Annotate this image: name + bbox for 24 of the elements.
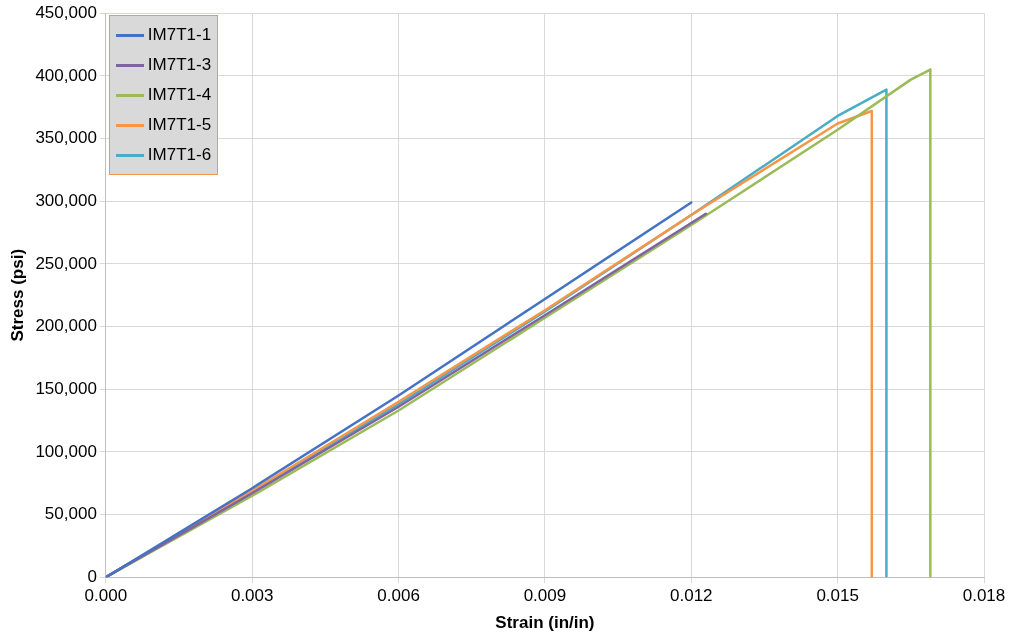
y-tick-label: 250,000 — [35, 253, 97, 273]
x-tick-label: 0.012 — [670, 586, 713, 606]
x-axis-title: Strain (in/in) — [495, 613, 595, 633]
y-axis-title: Stress (psi) — [7, 248, 27, 342]
y-tick-label: 200,000 — [35, 316, 97, 336]
y-tick-label: 0 — [87, 566, 97, 586]
y-tick-label: 400,000 — [35, 65, 97, 85]
y-tick-label: 100,000 — [35, 441, 97, 461]
legend-label: IM7T1-5 — [147, 115, 212, 136]
y-tick-label: 450,000 — [35, 2, 97, 22]
legend-label: IM7T1-1 — [147, 25, 212, 46]
y-tick-label: 150,000 — [35, 378, 97, 398]
x-tick-label: 0.006 — [377, 586, 420, 606]
y-tick-label: 50,000 — [44, 504, 97, 524]
y-tick-label: 350,000 — [35, 128, 97, 148]
legend-label: IM7T1-4 — [147, 85, 212, 106]
x-tick-label: 0.000 — [84, 586, 128, 606]
y-tick-label: 300,000 — [35, 190, 97, 210]
x-tick-label: 0.003 — [230, 586, 274, 606]
x-tick-label: 0.018 — [962, 586, 1006, 606]
x-tick-label: 0.009 — [523, 586, 567, 606]
x-tick-label: 0.015 — [816, 586, 859, 606]
legend-label: IM7T1-3 — [147, 55, 212, 76]
legend-label: IM7T1-6 — [147, 145, 212, 166]
